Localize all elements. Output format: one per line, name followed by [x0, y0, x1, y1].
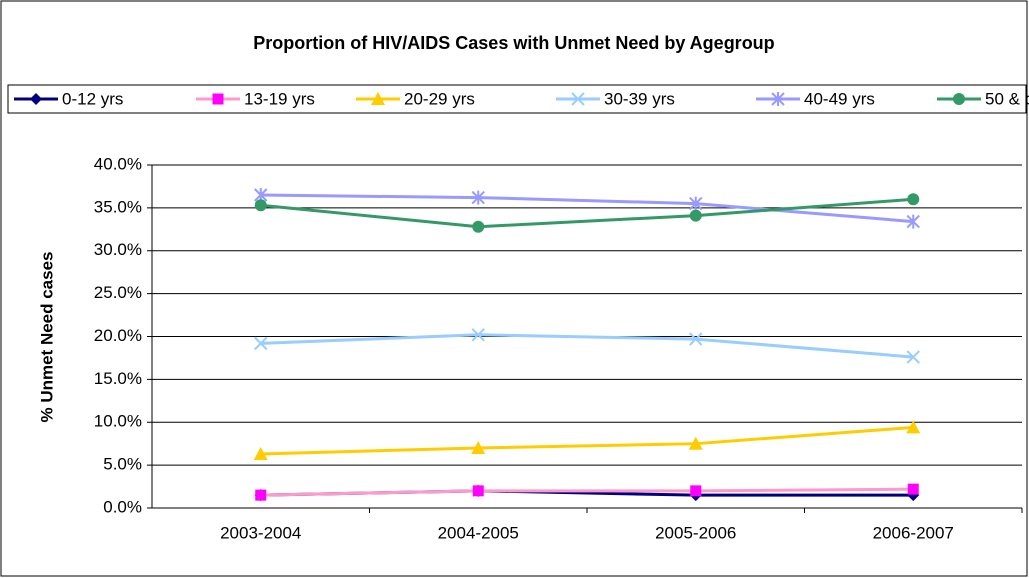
y-tick-label: 15.0%	[94, 369, 142, 388]
y-tick-label: 35.0%	[94, 197, 142, 216]
marker	[571, 92, 585, 106]
y-axis-label: % Unmet Need cases	[37, 251, 56, 422]
legend-label: 30-39 yrs	[604, 89, 675, 108]
chart-title: Proportion of HIV/AIDS Cases with Unmet …	[253, 33, 774, 53]
series-line	[260, 193, 914, 224]
y-tick-label: 10.0%	[94, 412, 142, 431]
marker	[689, 196, 703, 211]
marker	[254, 336, 268, 351]
legend-label: 20-29 yrs	[404, 89, 475, 108]
legend-label: 50 & over	[985, 89, 1029, 108]
marker	[689, 209, 702, 222]
legend-box	[7, 84, 1027, 114]
marker	[471, 328, 485, 342]
marker	[907, 193, 920, 206]
series-line	[260, 333, 914, 359]
y-tick-label: 30.0%	[94, 240, 142, 259]
marker	[472, 485, 484, 497]
marker	[371, 92, 385, 105]
marker	[253, 446, 268, 460]
legend-label: 0-12 yrs	[62, 89, 123, 108]
y-tick-label: 25.0%	[94, 283, 142, 302]
marker	[906, 214, 920, 229]
marker	[689, 332, 703, 346]
x-tick-label: 2006-2007	[873, 523, 954, 542]
y-tick-label: 0.0%	[103, 497, 142, 516]
marker	[771, 92, 785, 106]
legend-label: 40-49 yrs	[804, 89, 875, 108]
x-tick-label: 2005-2006	[655, 523, 736, 542]
series-line	[260, 197, 914, 229]
x-tick-label: 2003-2004	[220, 523, 301, 542]
marker	[906, 350, 920, 364]
series-line	[260, 487, 914, 497]
marker	[254, 199, 267, 212]
marker	[212, 93, 224, 105]
legend-label: 13-19 yrs	[244, 89, 315, 108]
marker	[255, 489, 267, 501]
marker	[688, 436, 703, 450]
marker	[472, 220, 485, 233]
marker	[30, 93, 42, 105]
marker	[906, 420, 921, 434]
series-line	[260, 425, 914, 456]
marker	[471, 440, 486, 454]
marker	[953, 93, 965, 105]
marker	[471, 190, 485, 205]
x-tick-label: 2004-2005	[438, 523, 519, 542]
marker	[907, 483, 919, 495]
y-tick-label: 5.0%	[103, 455, 142, 474]
y-tick-label: 40.0%	[94, 154, 142, 173]
y-tick-label: 20.0%	[94, 326, 142, 345]
marker	[690, 485, 702, 497]
